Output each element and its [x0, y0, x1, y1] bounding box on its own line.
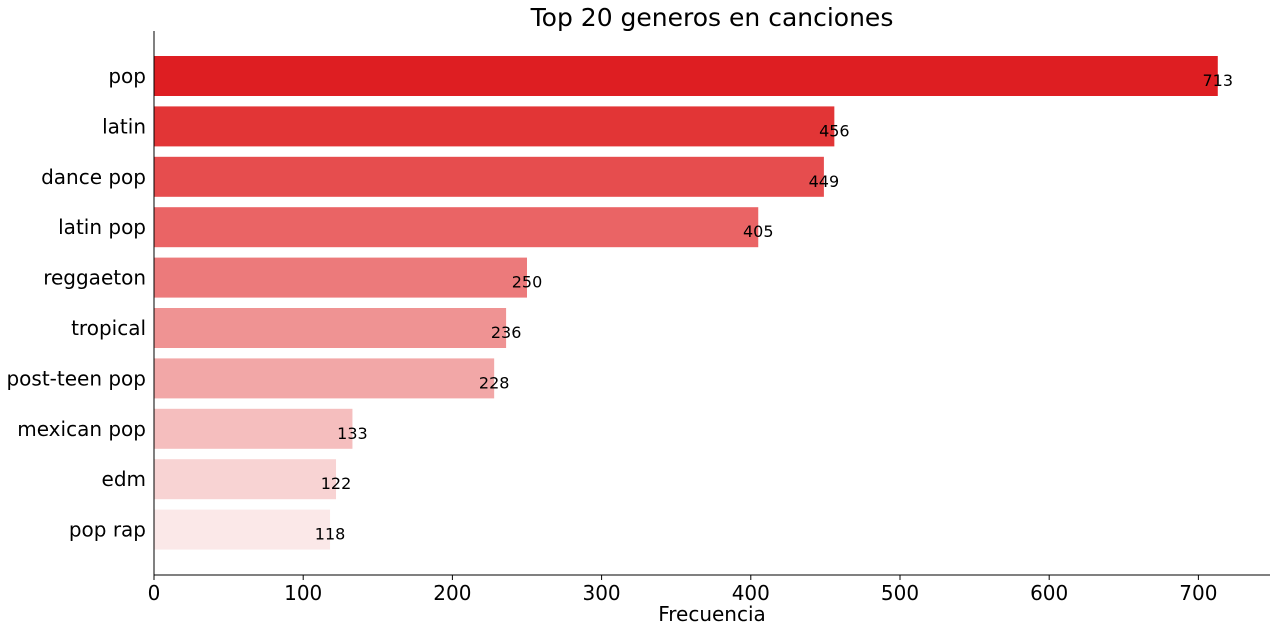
bars-group [154, 56, 1218, 550]
x-tick-label-400: 400 [732, 581, 770, 605]
category-label-reggaeton: reggaeton [43, 266, 146, 290]
bar-pop-rap [154, 509, 331, 550]
category-label-edm: edm [102, 467, 146, 491]
value-label-latin-pop: 405 [743, 222, 774, 241]
category-label-tropical: tropical [71, 316, 146, 340]
value-label-post-teen-pop: 228 [479, 373, 510, 392]
bar-post-teen-pop [154, 358, 495, 399]
category-label-dance-pop: dance pop [41, 165, 146, 189]
category-label-pop-rap: pop rap [69, 518, 146, 542]
category-label-pop: pop [108, 64, 146, 88]
category-label-latin: latin [102, 114, 146, 138]
bar-pop [154, 56, 1218, 96]
x-tick-label-300: 300 [582, 581, 620, 605]
x-axis-label: Frecuencia [658, 602, 766, 626]
bar-edm [154, 459, 337, 500]
x-tick-label-700: 700 [1179, 581, 1217, 605]
bar-dance-pop [154, 156, 824, 197]
x-tick-label-200: 200 [433, 581, 471, 605]
x-tick-label-0: 0 [148, 581, 161, 605]
x-tick-label-600: 600 [1030, 581, 1068, 605]
value-label-edm: 122 [321, 474, 352, 493]
x-tick-label-500: 500 [881, 581, 919, 605]
value-label-dance-pop: 449 [809, 172, 840, 191]
category-label-post-teen-pop: post-teen pop [6, 366, 146, 390]
chart-title: Top 20 generos en canciones [530, 3, 894, 32]
value-label-latin: 456 [819, 121, 850, 140]
category-label-mexican-pop: mexican pop [17, 417, 146, 441]
value-labels: 713 456 449 405 250 236 228 133 122 118 [315, 71, 1233, 544]
bar-tropical [154, 308, 507, 348]
value-label-reggaeton: 250 [512, 273, 543, 292]
value-label-pop: 713 [1203, 71, 1234, 90]
bar-reggaeton [154, 257, 527, 298]
value-label-tropical: 236 [491, 323, 522, 342]
bar-latin [154, 106, 835, 147]
category-label-latin-pop: latin pop [58, 215, 146, 239]
x-tick-label-100: 100 [284, 581, 322, 605]
value-label-mexican-pop: 133 [337, 424, 368, 443]
value-label-pop-rap: 118 [315, 525, 346, 544]
category-labels: pop latin dance pop latin pop reggaeton tropi… [6, 64, 146, 542]
bar-mexican-pop [154, 408, 353, 449]
bar-latin-pop [154, 207, 759, 248]
x-axis-ticks: 0 100 200 300 400 500 600 700 [148, 575, 1217, 605]
